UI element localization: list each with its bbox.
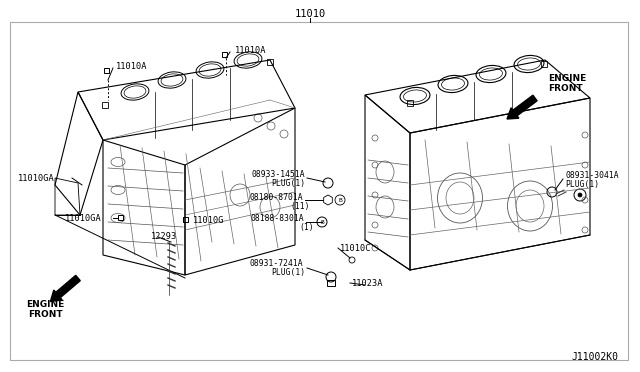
Text: 08180-8701A: 08180-8701A — [250, 192, 303, 202]
Bar — [222, 52, 227, 57]
Text: 08931-7241A: 08931-7241A — [250, 260, 303, 269]
Text: PLUG(1): PLUG(1) — [271, 269, 305, 278]
FancyArrow shape — [507, 95, 537, 119]
Text: 11010C: 11010C — [340, 244, 371, 253]
Text: 11010GA: 11010GA — [65, 214, 102, 222]
Text: ENGINE
FRONT: ENGINE FRONT — [26, 300, 64, 320]
Text: 11010G: 11010G — [193, 215, 225, 224]
Text: 08933-1451A: 08933-1451A — [252, 170, 305, 179]
Bar — [118, 215, 123, 220]
FancyArrow shape — [51, 275, 80, 301]
Text: (1): (1) — [300, 222, 314, 231]
Text: 11010: 11010 — [294, 9, 326, 19]
Text: ENGINE: ENGINE — [548, 74, 586, 83]
Text: PLUG(1): PLUG(1) — [565, 180, 599, 189]
Bar — [327, 280, 335, 286]
Bar — [183, 217, 188, 222]
Bar — [407, 100, 413, 106]
Text: 11010A: 11010A — [235, 45, 266, 55]
Text: B: B — [338, 198, 342, 202]
Bar — [102, 102, 108, 108]
Circle shape — [578, 193, 582, 197]
Text: 08931-3041A: 08931-3041A — [565, 170, 619, 180]
Bar — [104, 68, 109, 73]
Text: FRONT: FRONT — [548, 83, 582, 93]
Text: 11010GA: 11010GA — [18, 173, 55, 183]
Text: J11002K0: J11002K0 — [571, 352, 618, 362]
Text: PLUG(1): PLUG(1) — [271, 179, 305, 187]
Text: 12293: 12293 — [151, 231, 177, 241]
Bar — [541, 61, 547, 67]
Text: B: B — [320, 219, 324, 224]
Text: (11): (11) — [291, 202, 310, 211]
Bar — [267, 59, 273, 65]
Text: 11010A: 11010A — [116, 61, 147, 71]
Text: 08188-8301A: 08188-8301A — [250, 214, 304, 222]
Text: 11023A: 11023A — [352, 279, 383, 288]
